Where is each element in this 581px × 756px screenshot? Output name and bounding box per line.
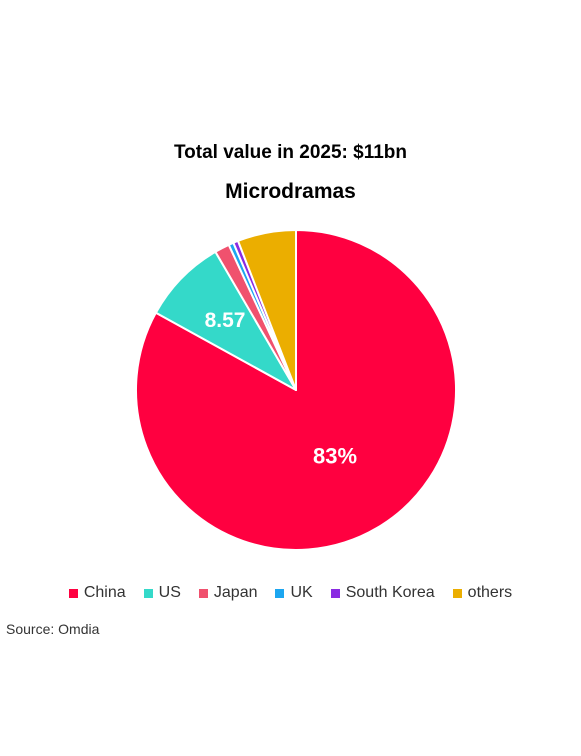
pie-slice-others <box>237 229 297 391</box>
chart-title: Total value in 2025: $11bn <box>173 142 408 163</box>
data-label-china: 83% <box>313 444 357 469</box>
legend-swatch <box>330 588 340 598</box>
data-label-us: 8.57 <box>205 309 246 332</box>
legend-swatch <box>143 588 153 598</box>
legend-label: UK <box>290 584 313 601</box>
legend-label: South Korea <box>345 584 435 601</box>
legend-label: US <box>158 584 181 601</box>
legend-item-us: US <box>143 584 181 602</box>
legend-label: others <box>467 584 513 601</box>
legend-label: China <box>83 584 126 601</box>
chart-subtitle: Microdramas <box>225 180 356 203</box>
legend-label: Japan <box>213 584 258 601</box>
legend-swatch <box>198 588 208 598</box>
legend-swatch <box>68 588 78 598</box>
legend-swatch <box>452 588 462 598</box>
legend-item-japan: Japan <box>198 584 258 602</box>
legend-item-uk: UK <box>275 584 313 602</box>
legend: China US Japan UK South Korea others <box>0 584 581 602</box>
legend-item-others: others <box>452 584 513 602</box>
source-note: Source: Omdia <box>6 621 100 637</box>
legend-item-china: China <box>68 584 126 602</box>
legend-item-south-korea: South Korea <box>330 584 435 602</box>
pie-slice-us <box>154 250 297 391</box>
legend-swatch <box>275 588 285 598</box>
